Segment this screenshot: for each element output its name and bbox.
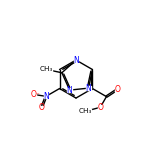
Bar — [44, 94, 48, 98]
Text: O: O — [97, 103, 103, 112]
Text: CH₃: CH₃ — [39, 66, 53, 72]
Text: O: O — [114, 85, 120, 94]
Bar — [67, 88, 72, 92]
Bar — [80, 109, 91, 113]
Bar — [39, 105, 44, 110]
Text: ⁻: ⁻ — [36, 92, 39, 98]
Bar — [74, 58, 78, 62]
Bar — [115, 87, 119, 92]
Text: O: O — [31, 90, 37, 99]
Bar — [98, 105, 103, 109]
Text: N: N — [67, 86, 73, 95]
Text: N: N — [43, 92, 49, 101]
Bar — [40, 67, 52, 72]
Bar — [86, 86, 91, 90]
Text: O: O — [39, 103, 45, 112]
Text: N: N — [73, 55, 79, 65]
Bar — [32, 92, 36, 97]
Text: CH₃: CH₃ — [79, 108, 92, 114]
Text: N: N — [86, 84, 91, 93]
